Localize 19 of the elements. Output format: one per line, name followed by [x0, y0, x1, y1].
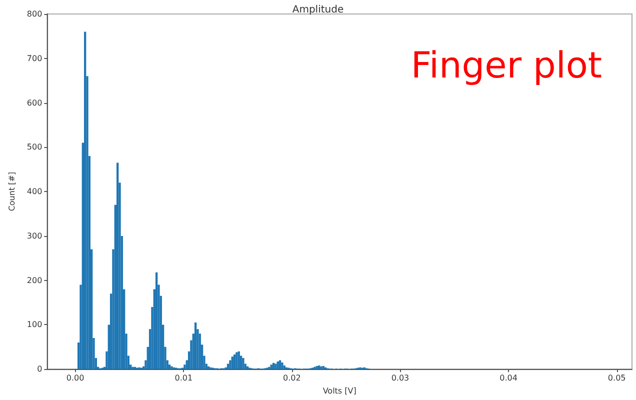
x-tick-label: 0.04: [500, 374, 518, 383]
y-tick-label: 500: [26, 142, 42, 152]
x-tick-label: 0.05: [608, 374, 626, 383]
y-tick-label: 700: [26, 54, 42, 63]
x-axis-title: Volts [V]: [322, 386, 356, 396]
x-tick-label: 0.02: [283, 374, 301, 383]
x-tick-label: 0.00: [66, 374, 84, 383]
y-tick-label: 200: [26, 276, 42, 285]
y-tick-label: 100: [26, 320, 42, 330]
x-tick-label: 0.03: [391, 374, 410, 383]
y-tick-label: 600: [26, 98, 42, 108]
y-tick-label: 300: [26, 231, 42, 240]
x-tick-label: 0.01: [174, 374, 193, 383]
y-tick-label: 800: [26, 10, 42, 18]
y-axis-title: Count [#]: [8, 172, 16, 212]
annotation: Finger plot: [410, 46, 602, 86]
y-tick-label: 400: [26, 187, 42, 196]
y-tick-label: 0: [37, 364, 42, 374]
chart-title: Amplitude: [292, 4, 344, 16]
